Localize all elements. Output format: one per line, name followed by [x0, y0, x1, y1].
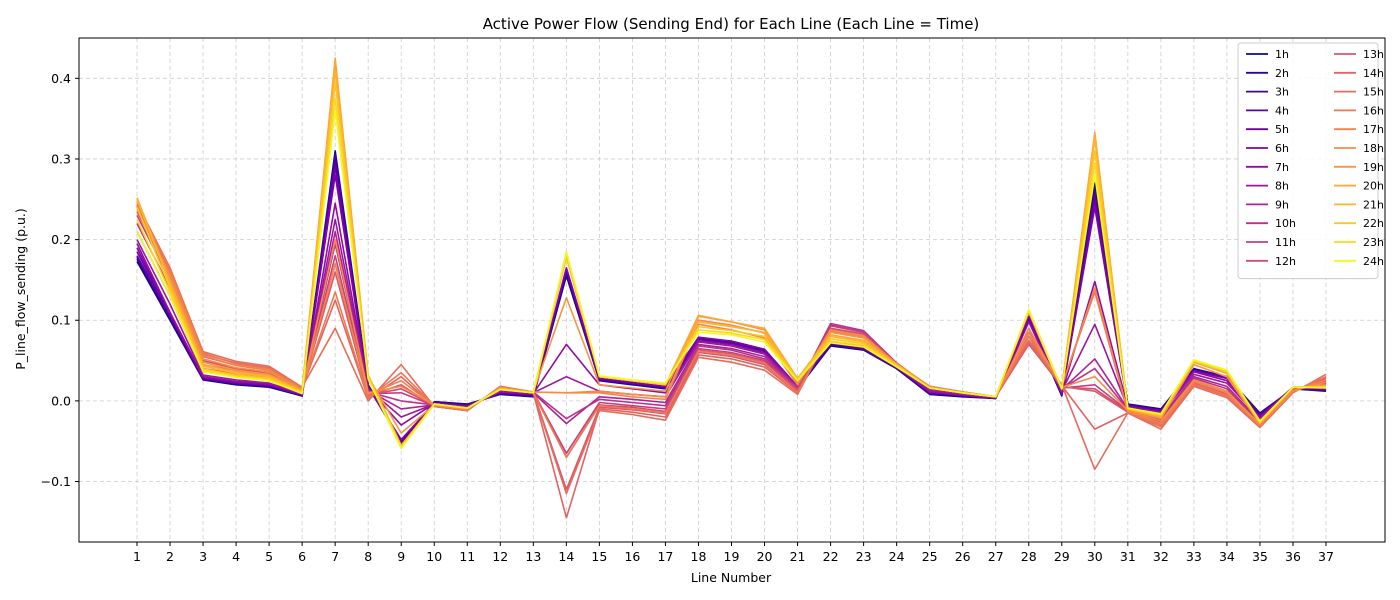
- legend-entry: 12h: [1275, 255, 1296, 268]
- x-tick-label: 28: [1021, 549, 1037, 564]
- legend-entry: 17h: [1363, 123, 1384, 136]
- x-tick-label: 32: [1153, 549, 1169, 564]
- x-tick-label: 29: [1054, 549, 1070, 564]
- x-tick-label: 11: [459, 549, 475, 564]
- x-tick-label: 12: [492, 549, 508, 564]
- x-tick-label: 27: [988, 549, 1004, 564]
- legend-entry: 24h: [1363, 255, 1384, 268]
- plot-frame: [78, 37, 1386, 543]
- x-tick-label: 30: [1087, 549, 1103, 564]
- x-tick-label: 37: [1318, 549, 1334, 564]
- x-tick-label: 14: [558, 549, 574, 564]
- legend-entry: 14h: [1363, 67, 1384, 80]
- legend-entry: 11h: [1275, 236, 1296, 249]
- legend-entry: 19h: [1363, 161, 1384, 174]
- x-tick-label: 16: [624, 549, 640, 564]
- y-axis-label: P_line_flow_sending (p.u.): [13, 208, 28, 370]
- x-tick-label: 3: [199, 549, 207, 564]
- legend-entry: 23h: [1363, 236, 1384, 249]
- x-tick-label: 2: [166, 549, 174, 564]
- legend-entry: 13h: [1363, 48, 1384, 61]
- y-axis: −0.1 0.0 0.1 0.2 0.3 0.4: [41, 71, 79, 489]
- y-tick-label: 0.4: [51, 71, 71, 86]
- legend-box: [1237, 42, 1379, 280]
- y-tick-label: 0.2: [51, 232, 71, 247]
- x-tick-label: 1: [133, 549, 141, 564]
- legend: 1h 2h 3h 4h 5h 6h 7h 8h 9h 10h 11h 12h 13h 14h 15h 16h 1…: [1237, 42, 1384, 280]
- x-tick-label: 35: [1252, 549, 1268, 564]
- x-tick-label: 20: [757, 549, 773, 564]
- legend-entry: 15h: [1363, 86, 1384, 99]
- series-lines: [136, 57, 1327, 519]
- x-tick-label: 17: [657, 549, 673, 564]
- y-tick-label: 0.0: [51, 393, 71, 408]
- y-tick-label: 0.1: [51, 313, 71, 328]
- legend-entry: 20h: [1363, 180, 1384, 193]
- legend-entry: 18h: [1363, 142, 1384, 155]
- legend-entry: 4h: [1275, 104, 1289, 117]
- legend-entry: 16h: [1363, 104, 1384, 117]
- x-tick-label: 8: [364, 549, 372, 564]
- legend-entry: 22h: [1363, 217, 1384, 230]
- legend-entry: 21h: [1363, 198, 1384, 211]
- x-tick-label: 24: [889, 549, 905, 564]
- chart-title: Active Power Flow (Sending End) for Each…: [483, 15, 980, 33]
- legend-entry: 5h: [1275, 123, 1289, 136]
- x-tick-label: 15: [591, 549, 607, 564]
- grid: [79, 38, 1385, 542]
- x-tick-label: 25: [922, 549, 938, 564]
- y-tick-label: 0.3: [51, 151, 71, 166]
- x-tick-label: 31: [1120, 549, 1136, 564]
- legend-entry: 6h: [1275, 142, 1289, 155]
- legend-entry: 10h: [1275, 217, 1296, 230]
- y-tick-label: −0.1: [41, 474, 71, 489]
- x-tick-label: 6: [298, 549, 306, 564]
- legend-entry: 8h: [1275, 180, 1289, 193]
- x-tick-label: 26: [955, 549, 971, 564]
- legend-entry: 2h: [1275, 67, 1289, 80]
- x-tick-label: 19: [724, 549, 740, 564]
- x-tick-label: 36: [1285, 549, 1301, 564]
- legend-entry: 9h: [1275, 198, 1289, 211]
- x-tick-label: 22: [823, 549, 839, 564]
- x-axis: 1 2 3 4 5 6 7 8 9 10 11 12 13 14 15 16 17 18 19 20 21 22 23 24 2…: [133, 542, 1334, 564]
- legend-entry: 7h: [1275, 161, 1289, 174]
- legend-entry: 3h: [1275, 86, 1289, 99]
- x-tick-label: 21: [790, 549, 806, 564]
- x-tick-label: 7: [331, 549, 339, 564]
- x-tick-label: 9: [397, 549, 405, 564]
- x-tick-label: 4: [232, 549, 240, 564]
- x-tick-label: 10: [426, 549, 442, 564]
- series-line-24h: [136, 109, 1327, 450]
- legend-entry: 1h: [1275, 48, 1289, 61]
- x-axis-label: Line Number: [691, 570, 772, 585]
- x-tick-label: 33: [1186, 549, 1202, 564]
- x-tick-label: 18: [691, 549, 707, 564]
- x-tick-label: 23: [856, 549, 872, 564]
- x-tick-label: 34: [1219, 549, 1235, 564]
- x-tick-label: 5: [265, 549, 273, 564]
- x-tick-label: 13: [525, 549, 541, 564]
